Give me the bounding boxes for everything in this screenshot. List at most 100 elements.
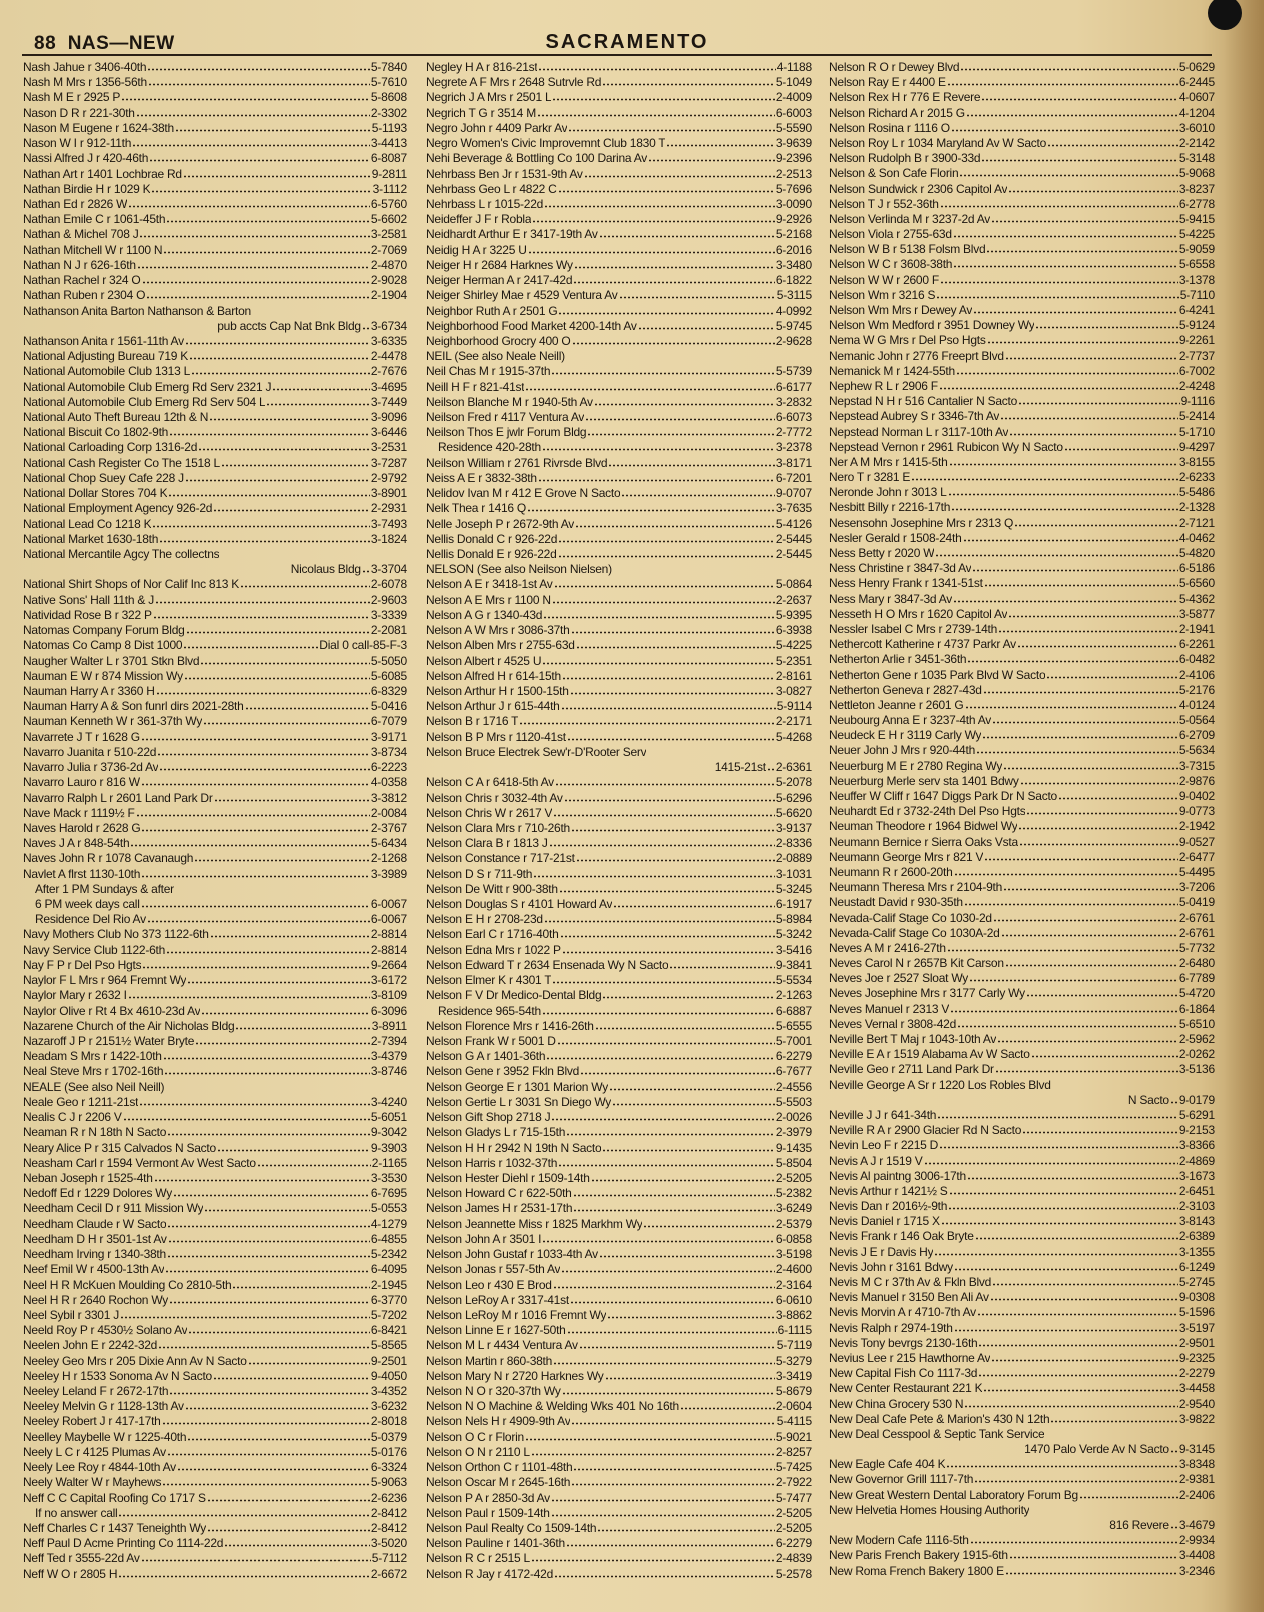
phone-number: 5-2078 <box>775 775 812 790</box>
dot-leader <box>527 509 775 513</box>
dot-leader <box>992 918 1178 922</box>
listing-entry: Nason M Eugene r 1624-38th 5-1193 <box>23 121 407 135</box>
phone-number: 5-0864 <box>775 577 812 592</box>
phone-number: 3-4679 <box>1178 1518 1215 1532</box>
dot-leader <box>151 189 372 193</box>
phone-number: 2-6480 <box>1178 956 1215 971</box>
listing-entry: Nelson James H r 2531-17th 3-6249 <box>426 1201 812 1215</box>
phone-number: 5-4362 <box>1178 591 1215 606</box>
listing-name: Neely Walter W r Mayhews <box>23 1475 162 1490</box>
dot-leader <box>169 1392 370 1396</box>
listing-entry: Needham Claude r W Sacto 4-1279 <box>23 1217 407 1231</box>
phone-number: 5-0419 <box>1178 895 1215 910</box>
phone-number: 3-8155 <box>1178 454 1215 469</box>
listing-entry: Neff Charles C r 1437 Teneighth Wy 2-8412 <box>23 1521 407 1535</box>
phone-number: 2-4600 <box>775 1262 812 1277</box>
dot-leader <box>637 326 775 330</box>
phone-number: 5-5050 <box>370 653 407 668</box>
phone-number: 5-5634 <box>1178 743 1215 758</box>
phone-number: 3-6335 <box>370 333 407 348</box>
dot-leader <box>132 144 370 148</box>
listing-name: Nauman Kenneth W r 361-37th Wy <box>23 714 203 729</box>
phone-number: 3-8746 <box>370 1064 407 1079</box>
dot-leader <box>557 555 775 558</box>
listing-name: Nay F P r Del Pso Hgts <box>23 957 142 972</box>
listing-entry: Neeley Melvin G r 1128-13th Av 3-6232 <box>23 1399 407 1413</box>
listing-name: Nathan Ruben r 2304 O <box>23 288 146 303</box>
listing-name: Neville Geo r 2711 Land Park Dr <box>829 1062 994 1077</box>
dot-leader <box>128 204 370 208</box>
listing-name: Nelson W W r 2600 F <box>829 272 939 287</box>
listing-name: Nelson Gertie L r 3031 Sn Diego Wy <box>426 1094 612 1109</box>
dot-leader <box>538 68 776 71</box>
listing-entry: Neadam S Mrs r 1422-10th 3-4379 <box>23 1049 407 1063</box>
listing-entry: Neely Walter W r Mayhews 5-9063 <box>23 1475 407 1489</box>
listing-name: Neil Chas M r 1915-37th <box>426 364 551 379</box>
phone-number: 3-7206 <box>1178 880 1215 895</box>
listing-entry: Neel H R McKuen Moulding Co 2810-5th 2-19… <box>23 1278 407 1292</box>
phone-number: 9-3903 <box>370 1140 407 1155</box>
dot-leader <box>1018 402 1180 406</box>
phone-number: 2-8814 <box>370 942 407 957</box>
listing-entry: Nelson B r 1716 T 2-2171 <box>426 714 812 728</box>
listing-name: Nelson Oscar M r 2645-16th <box>426 1475 571 1490</box>
phone-number: 5-2168 <box>775 227 812 242</box>
listing-entry: Nelson Sundwick r 2306 Capitol Av 3-8237 <box>829 182 1215 196</box>
listing-entry: Neel H R r 2640 Rochon Wy 6-3770 <box>23 1293 407 1307</box>
dot-leader <box>935 554 1178 557</box>
phone-number: 3-4240 <box>370 1094 407 1109</box>
dot-leader <box>166 220 370 224</box>
phone-number: 3-0827 <box>775 683 812 698</box>
dot-leader <box>266 402 370 406</box>
dot-leader <box>561 950 775 954</box>
listing-entry: Nelson Douglas S r 4101 Howard Av 6-1917 <box>426 897 812 911</box>
listing-entry: Nevis Manuel r 3150 Ben Ali Av 9-0308 <box>829 1290 1215 1304</box>
phone-number: 2-6361 <box>775 760 812 775</box>
listing-name: Neumann Bernice r Sierra Oaks Vsta <box>829 834 1018 849</box>
dot-leader <box>173 1194 370 1198</box>
listing-entry: Nelson Alben Mrs r 2755-63d 5-4225 <box>426 638 812 652</box>
listing-entry: Neuerburg M E r 2780 Regina Wy 3-7315 <box>829 759 1215 773</box>
dot-leader <box>952 235 1178 239</box>
phone-number: 2-9792 <box>370 470 407 485</box>
dot-leader <box>185 631 370 635</box>
listing-name: Neale Geo r 1211-21st <box>23 1094 139 1109</box>
phone-number: 5-8984 <box>775 912 812 927</box>
directory-column-2: Negley H A r 816-21st 4-1188 Negrete A F M… <box>426 60 812 1582</box>
dot-leader <box>953 1267 1178 1271</box>
dot-leader <box>964 705 1178 709</box>
listing-name: Nepstead Norman L r 3117-10th Av <box>829 424 1009 439</box>
phone-number: 5-7119 <box>776 1338 812 1353</box>
dot-leader <box>984 857 1178 861</box>
phone-number: 5-3242 <box>775 927 812 942</box>
phone-number: 9-0402 <box>1178 789 1215 803</box>
dot-leader <box>541 1011 775 1015</box>
listing-name: 816 Revere <box>1109 1518 1169 1532</box>
listing-name: New Helvetia Homes Housing Authority <box>829 1502 1030 1517</box>
phone-number: 5-7840 <box>370 60 407 74</box>
dot-leader <box>554 1574 775 1578</box>
listing-name: Neilson William r 2761 Rivrsde Blvd <box>426 455 608 470</box>
listing-entry: Neves Vernal r 3808-42d 5-6510 <box>829 1017 1215 1031</box>
dot-leader <box>122 1118 370 1122</box>
listing-entry: Nellis Donald E r 926-22d 2-5445 <box>426 547 812 561</box>
dot-leader <box>127 996 370 1000</box>
listing-entry: Nathanson Anita Barton Nathanson & Barto… <box>23 304 407 318</box>
dot-leader <box>573 1468 775 1472</box>
listing-name: National Carloading Corp 1316-2d <box>23 440 198 455</box>
listing-entry: Neighborhood Grocry 400 O 2-9628 <box>426 334 812 348</box>
dot-leader <box>575 524 775 528</box>
phone-number: 2-5205 <box>775 1521 812 1535</box>
listing-name: Navarro Juanita r 510-22d <box>23 744 157 759</box>
listing-entry: After 1 PM Sundays & after <box>23 882 407 896</box>
dot-leader <box>570 828 775 832</box>
listing-entry: Nathan Rachel r 324 O 2-9028 <box>23 273 407 287</box>
listing-entry: Nelson John A r 3501 I 6-0858 <box>426 1232 812 1246</box>
listing-entry: Neban Joseph r 1525-4th 3-3530 <box>23 1171 407 1185</box>
dot-leader <box>575 646 775 650</box>
phone-number: 9-3841 <box>775 957 812 972</box>
phone-number: 2-1945 <box>370 1277 407 1292</box>
phone-number: 3-4695 <box>370 379 407 394</box>
dot-leader <box>986 341 1178 345</box>
phone-number: 2-1263 <box>775 988 812 1003</box>
